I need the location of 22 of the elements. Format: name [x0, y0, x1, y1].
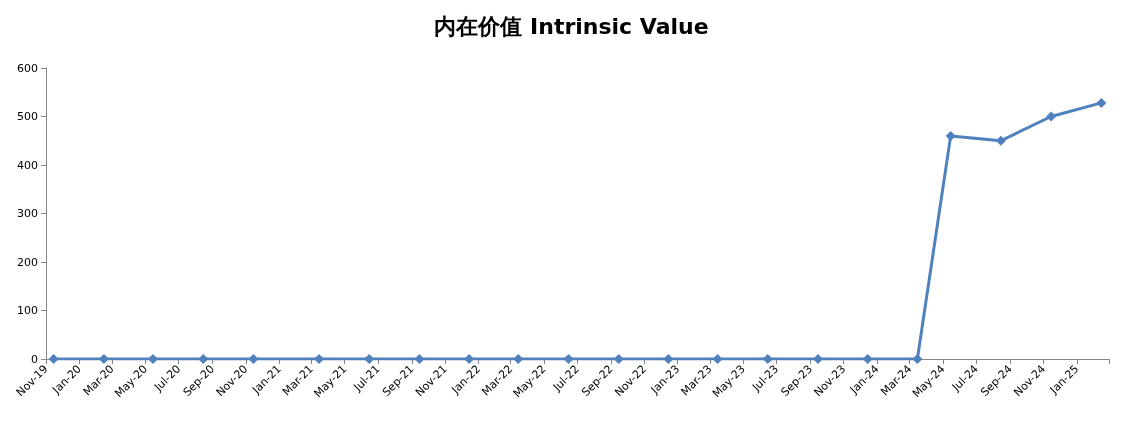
- point: [1046, 111, 1057, 122]
- point: [1096, 97, 1107, 108]
- y-tick-label: 500: [17, 110, 38, 123]
- point: [563, 354, 574, 364]
- y-tick-label: 100: [17, 304, 38, 317]
- point: [414, 354, 425, 364]
- point: [862, 354, 873, 364]
- point: [995, 135, 1006, 146]
- point: [712, 354, 723, 364]
- point: [945, 130, 956, 141]
- point: [248, 354, 259, 364]
- point: [912, 354, 923, 364]
- point: [613, 354, 624, 364]
- y-tick-label: 600: [17, 61, 38, 75]
- chart-title: 内在价值 Intrinsic Value: [434, 13, 709, 39]
- point: [48, 354, 59, 364]
- y-tick-label: 400: [17, 158, 38, 172]
- point: [663, 354, 674, 364]
- y-tick-label: 200: [17, 255, 38, 269]
- y-tick-label: 300: [17, 207, 38, 220]
- point: [813, 354, 823, 364]
- y-tick-label: 0: [31, 352, 38, 366]
